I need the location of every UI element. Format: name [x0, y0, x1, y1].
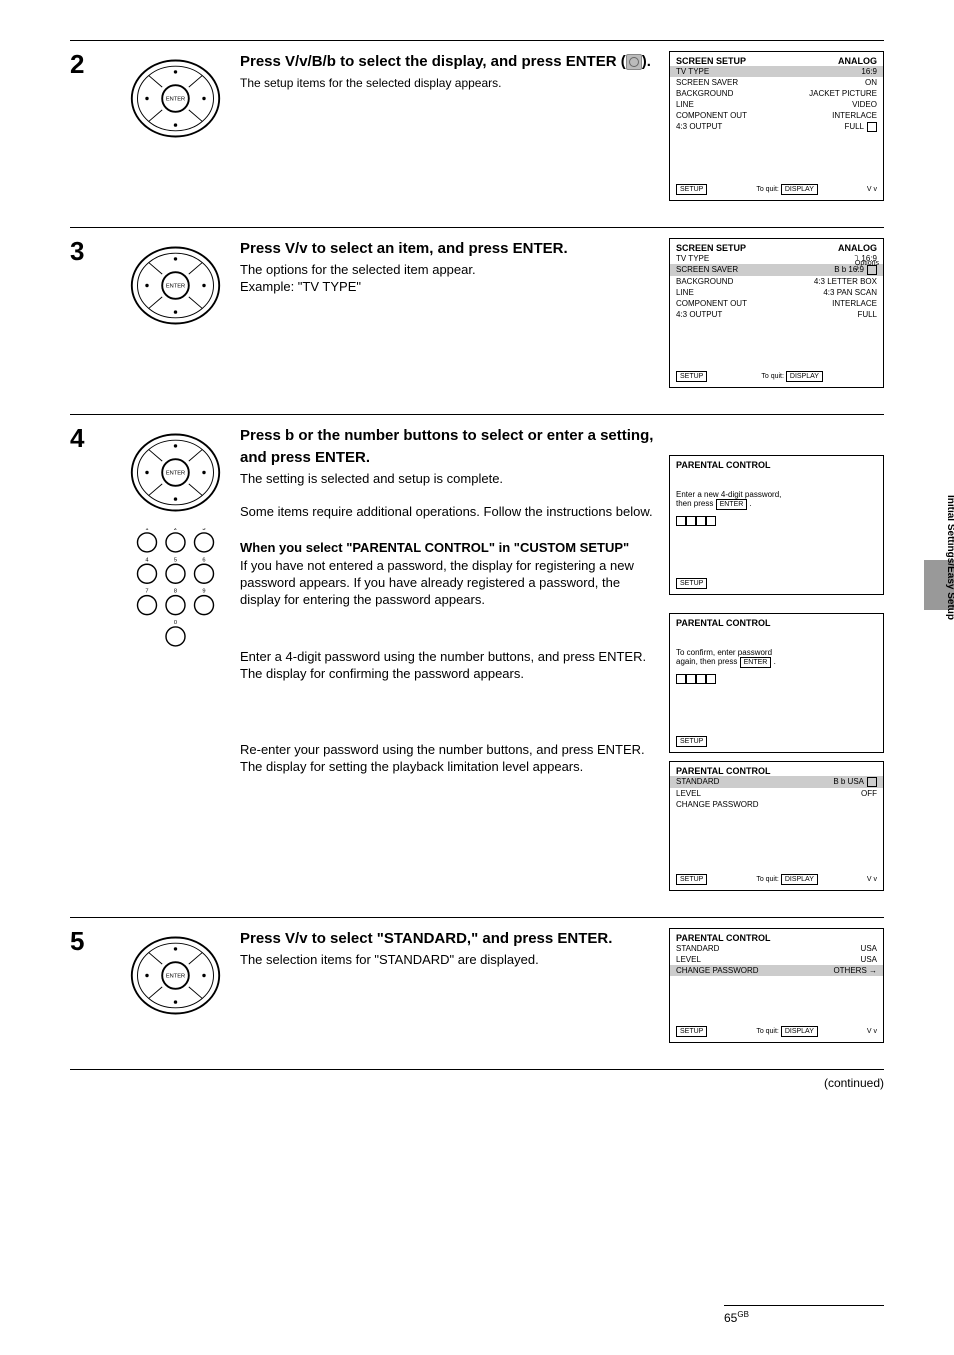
svg-text:ENTER: ENTER: [165, 470, 184, 476]
svg-text:9: 9: [202, 589, 205, 595]
svg-text:3: 3: [202, 528, 205, 532]
step4-instruction: Press b or the number buttons to select …: [240, 425, 655, 469]
step-number: 2: [70, 51, 110, 77]
svg-text:0: 0: [173, 620, 176, 626]
svg-text:2: 2: [173, 528, 176, 532]
screen-setup-display: SCREEN SETUPANALOG TV TYPE16:9SCREEN SAV…: [669, 51, 884, 201]
screen-tvtype-display: SCREEN SETUPANALOG TV TYPE16:9SCREEN SAV…: [669, 238, 884, 388]
dpad-keypad-illustration: ENTER 1 2 3 4 5 6 7 8 9 0: [110, 425, 240, 648]
svg-text:6: 6: [202, 557, 205, 563]
step3-instruction: Press V/v to select an item, and press E…: [240, 238, 655, 260]
enter-icon: [626, 54, 642, 70]
screen-parental-confirm: PARENTAL CONTROL To confirm, enter passw…: [669, 613, 884, 753]
svg-text:1: 1: [145, 528, 148, 532]
svg-text:7: 7: [145, 589, 148, 595]
dpad-illustration: ENTER: [110, 51, 240, 146]
lock-icon: [867, 122, 877, 132]
step4-sub1-heading: When you select "PARENTAL CONTROL" in "C…: [240, 539, 655, 558]
svg-text:ENTER: ENTER: [165, 96, 184, 102]
step4-body: The setting is selected and setup is com…: [240, 471, 655, 522]
section-tab-label: Initial Settings/Easy Setup: [945, 495, 954, 620]
dpad-illustration: ENTER: [110, 928, 240, 1023]
step-number: 5: [70, 928, 110, 954]
step2-body: The setup items for the selected display…: [240, 75, 655, 92]
step-number: 4: [70, 425, 110, 451]
continued-label: (continued): [70, 1070, 884, 1090]
screen-parental-level: PARENTAL CONTROL STANDARDB b USALEVELOFF…: [669, 761, 884, 891]
screen-parental-newpw: PARENTAL CONTROL Enter a new 4-digit pas…: [669, 455, 884, 595]
svg-text:4: 4: [145, 557, 148, 563]
page-footer: 65GB: [724, 1305, 884, 1325]
dpad-illustration: ENTER: [110, 238, 240, 333]
step5-body: The selection items for "STANDARD" are d…: [240, 952, 655, 969]
lock-icon: [867, 777, 877, 787]
step2-instruction: Press V/v/B/b to select the display, and…: [240, 51, 655, 73]
step4-sub3-text: Re-enter your password using the number …: [240, 742, 655, 776]
svg-text:8: 8: [173, 589, 176, 595]
svg-text:ENTER: ENTER: [165, 283, 184, 289]
svg-text:5: 5: [173, 557, 176, 563]
step5-instruction: Press V/v to select "STANDARD," and pres…: [240, 928, 655, 950]
step3-body: The options for the selected item appear…: [240, 262, 655, 296]
screen-standard-select: PARENTAL CONTROL STANDARDUSALEVELUSACHAN…: [669, 928, 884, 1043]
step4-sub1-text: If you have not entered a password, the …: [240, 558, 655, 609]
svg-text:ENTER: ENTER: [165, 973, 184, 979]
step4-sub2-text: Enter a 4-digit password using the numbe…: [240, 649, 655, 683]
step-number: 3: [70, 238, 110, 264]
